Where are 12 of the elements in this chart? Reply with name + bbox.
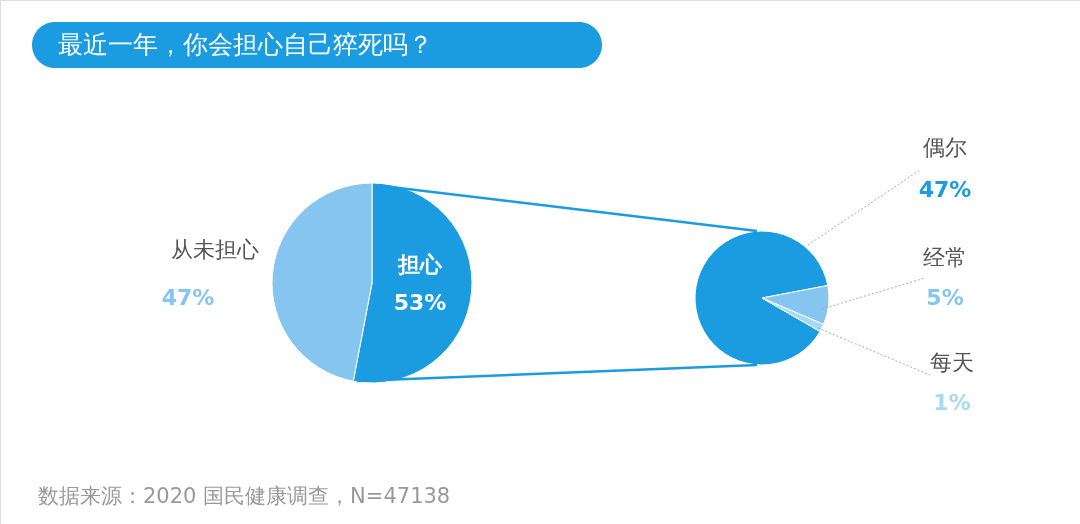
data-label: 47% [918, 177, 972, 202]
data-label: 1% [933, 390, 971, 415]
data-label: 5% [926, 285, 964, 310]
slice-label: 从未担心 [171, 237, 259, 262]
slice-label: 经常 [923, 245, 967, 270]
slice-label: 偶尔 [923, 135, 967, 160]
slice-label: 担心 [397, 252, 443, 277]
slice-label: 每天 [930, 350, 974, 375]
data-label: 47% [161, 285, 215, 310]
source-note: 数据来源：2020 国民健康调查，N=47138 [38, 484, 451, 508]
data-label: 53% [393, 290, 447, 315]
chart-title: 最近一年，你会担心自己猝死吗？ [58, 30, 433, 59]
